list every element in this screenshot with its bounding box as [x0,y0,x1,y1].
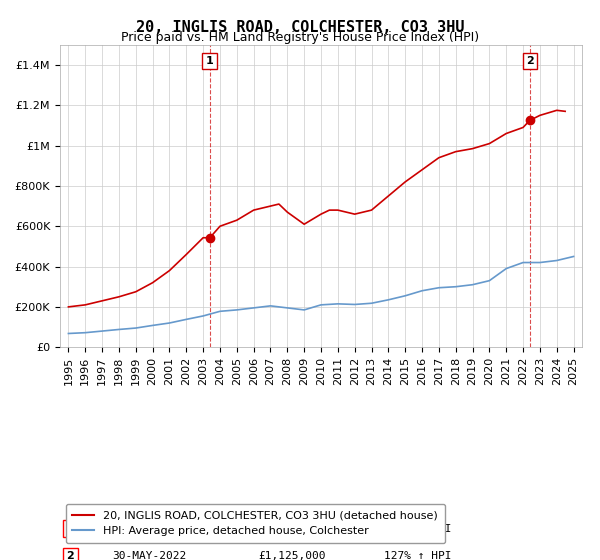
Text: £543,000: £543,000 [259,524,313,534]
Text: 23-MAY-2003: 23-MAY-2003 [112,524,187,534]
Text: 127% ↑ HPI: 127% ↑ HPI [383,551,451,560]
Legend: 20, INGLIS ROAD, COLCHESTER, CO3 3HU (detached house), HPI: Average price, detac: 20, INGLIS ROAD, COLCHESTER, CO3 3HU (de… [65,504,445,543]
Text: Price paid vs. HM Land Registry's House Price Index (HPI): Price paid vs. HM Land Registry's House … [121,31,479,44]
Text: 30-MAY-2022: 30-MAY-2022 [112,551,187,560]
Text: 1: 1 [206,56,214,66]
Text: 2: 2 [526,56,534,66]
Text: £1,125,000: £1,125,000 [259,551,326,560]
Text: 2: 2 [67,551,74,560]
Text: 1: 1 [67,524,74,534]
Text: 135% ↑ HPI: 135% ↑ HPI [383,524,451,534]
Text: 20, INGLIS ROAD, COLCHESTER, CO3 3HU: 20, INGLIS ROAD, COLCHESTER, CO3 3HU [136,20,464,35]
